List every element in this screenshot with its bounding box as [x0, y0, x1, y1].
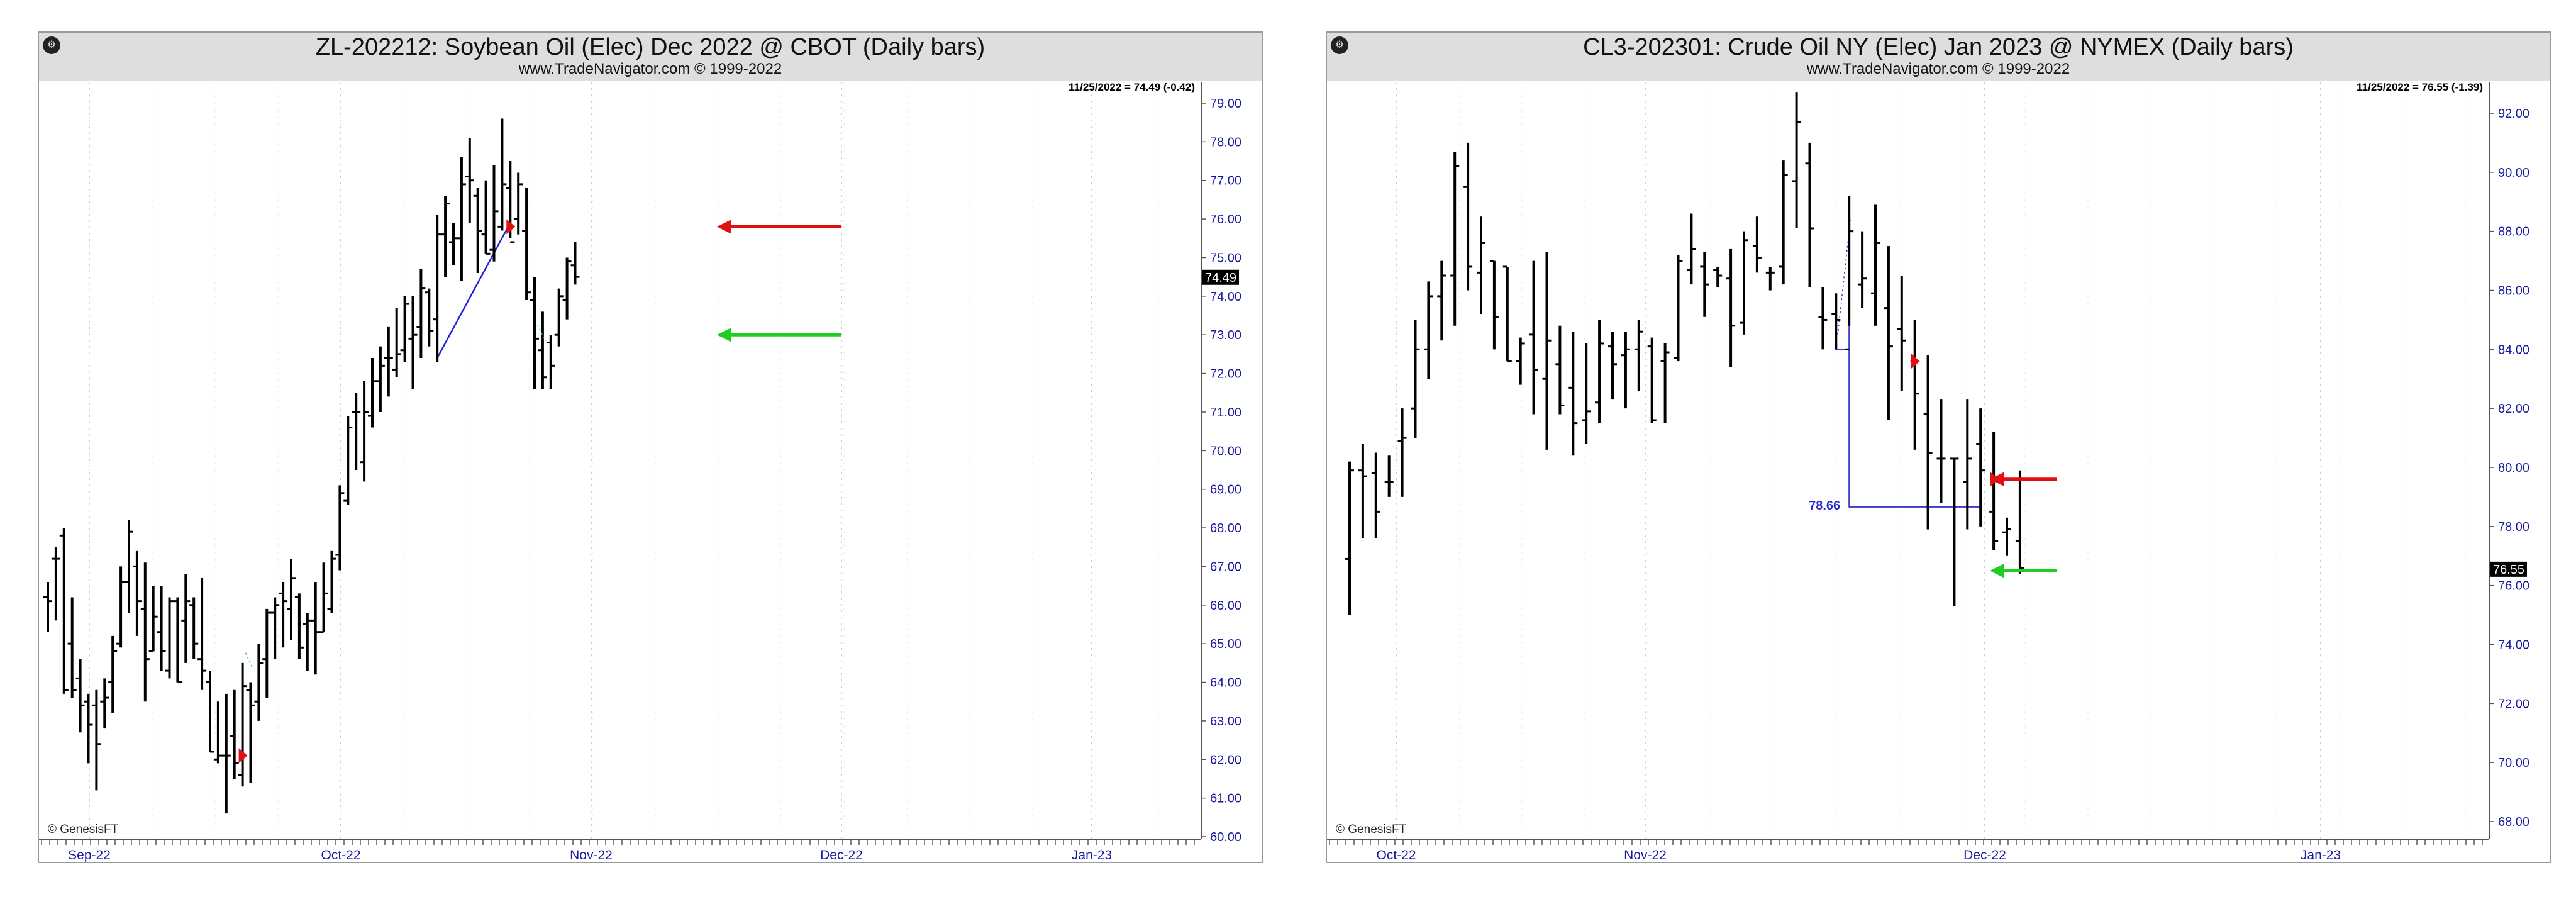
signal-marker-red [1911, 354, 1920, 369]
y-tick-label: 84.00 [2498, 343, 2529, 357]
y-tick-label: 80.00 [2498, 461, 2529, 475]
x-tick-label: Oct-22 [321, 848, 360, 862]
signal-marker-green [245, 652, 254, 670]
x-tick-label: Jan-23 [1072, 848, 1112, 862]
price-tag-label: 76.55 [2493, 563, 2524, 577]
chart-subtitle: www.TradeNavigator.com © 1999-2022 [518, 60, 782, 77]
y-tick-label: 60.00 [1210, 830, 1241, 844]
y-tick-label: 73.00 [1210, 328, 1241, 342]
x-tick-label: Oct-22 [1376, 848, 1416, 862]
y-tick-label: 74.00 [2498, 639, 2529, 652]
y-tick-label: 64.00 [1210, 676, 1241, 690]
price-tag-label: 74.49 [1205, 271, 1236, 285]
chart-panel-crude-oil: ⚙ CL3-202301: Crude Oil NY (Elec) Jan 20… [1326, 31, 2551, 863]
chart-title: ZL-202212: Soybean Oil (Elec) Dec 2022 @… [315, 34, 985, 60]
y-tick-label: 70.00 [1210, 444, 1241, 458]
price-arrow-head-green [1990, 564, 2004, 578]
x-tick-label: Dec-22 [820, 848, 863, 862]
y-tick-label: 75.00 [1210, 251, 1241, 265]
price-tag [1202, 269, 1239, 285]
price-arrow-head-red [1990, 472, 2004, 486]
x-tick-label: Nov-22 [1624, 848, 1667, 862]
y-tick-label: 82.00 [2498, 402, 2529, 416]
trend-line [436, 222, 511, 359]
y-tick-label: 77.00 [1210, 174, 1241, 188]
signal-marker-red [506, 219, 516, 235]
y-tick-label: 63.00 [1210, 715, 1241, 728]
x-tick-label: Dec-22 [1963, 848, 2006, 862]
chart-menu-icon[interactable]: ⚙ [1331, 36, 1348, 54]
x-tick-label: Sep-22 [68, 848, 111, 862]
y-tick-label: 79.00 [1210, 97, 1241, 111]
y-tick-label: 69.00 [1210, 483, 1241, 497]
y-tick-label: 72.00 [1210, 367, 1241, 381]
y-tick-label: 70.00 [2498, 756, 2529, 770]
chart-menu-icon[interactable]: ⚙ [43, 36, 60, 54]
chart-panel-soybean-oil: ⚙ ZL-202212: Soybean Oil (Elec) Dec 2022… [38, 31, 1263, 863]
x-tick-label: Jan-23 [2301, 848, 2341, 862]
chart-title-bar: ⚙ CL3-202301: Crude Oil NY (Elec) Jan 20… [1327, 33, 2550, 81]
y-tick-label: 72.00 [2498, 697, 2529, 711]
price-arrow-head-red [717, 220, 731, 234]
price-tag [2490, 561, 2527, 577]
chart-subtitle: www.TradeNavigator.com © 1999-2022 [1806, 60, 2070, 77]
y-tick-label: 88.00 [2498, 225, 2529, 239]
y-tick-label: 92.00 [2498, 107, 2529, 121]
y-tick-label: 78.00 [2498, 520, 2529, 534]
y-tick-label: 65.00 [1210, 637, 1241, 651]
y-tick-label: 62.00 [1210, 753, 1241, 767]
chart-title: CL3-202301: Crude Oil NY (Elec) Jan 2023… [1583, 34, 2294, 60]
y-tick-label: 76.00 [2498, 579, 2529, 593]
y-tick-label: 61.00 [1210, 792, 1241, 806]
y-tick-label: 68.00 [2498, 815, 2529, 829]
chart-plot-area: 92.00 90.00 88.00 86.00 84.00 82.00 80.00 78.00… [1327, 81, 2529, 862]
y-tick-label: 78.00 [1210, 135, 1241, 149]
chart-plot-area: 79.00 78.00 77.00 76.00 75.00 74.00 73.00 72.00… [39, 81, 1241, 862]
y-tick-label: 86.00 [2498, 284, 2529, 298]
signal-marker-red [238, 748, 248, 764]
chart-title-bar: ⚙ ZL-202212: Soybean Oil (Elec) Dec 2022… [39, 33, 1262, 81]
y-tick-label: 68.00 [1210, 522, 1241, 535]
price-arrow-head-green [717, 328, 731, 342]
y-tick-label: 90.00 [2498, 166, 2529, 180]
y-tick-label: 67.00 [1210, 560, 1241, 574]
y-tick-label: 74.00 [1210, 290, 1241, 304]
watermark-label: © GenesisFT [1336, 823, 1407, 836]
annotation-label: 78.66 [1809, 499, 1840, 513]
last-value-label: 11/25/2022 = 76.55 (-1.39) [2357, 81, 2483, 93]
y-tick-label: 76.00 [1210, 213, 1241, 226]
last-value-label: 11/25/2022 = 74.49 (-0.42) [1069, 81, 1195, 93]
y-tick-label: 66.00 [1210, 599, 1241, 613]
x-tick-label: Nov-22 [570, 848, 613, 862]
signal-marker-green [537, 324, 546, 342]
watermark-label: © GenesisFT [48, 823, 119, 836]
y-tick-label: 71.00 [1210, 406, 1241, 420]
